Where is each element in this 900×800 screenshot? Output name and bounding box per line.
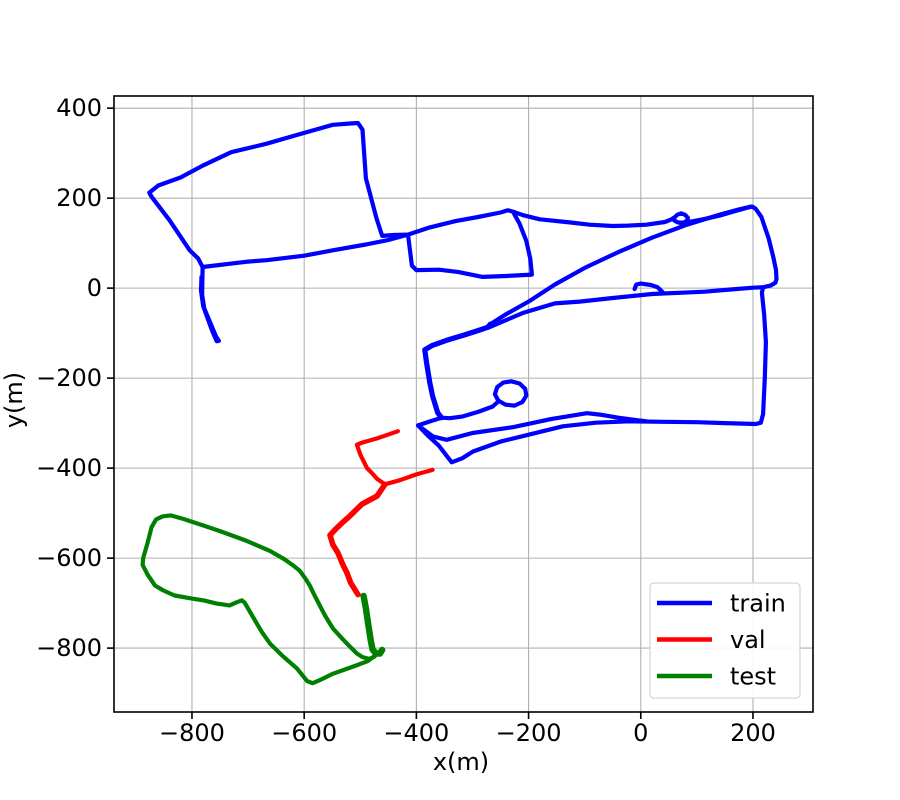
train-path-1 <box>198 265 221 344</box>
axes-layer: −800 −600 −400 −200 0 200 400 200 0 −200 −400 −600 −… <box>36 94 814 747</box>
legend-label-test: test <box>730 663 776 691</box>
x-tick-label: −600 <box>271 719 337 747</box>
y-tick-label: −800 <box>36 634 102 662</box>
legend-box <box>649 582 801 699</box>
x-tick-label: 0 <box>633 719 648 747</box>
x-tick-label: 200 <box>730 719 776 747</box>
x-tick-label: −200 <box>496 719 562 747</box>
y-tick-label: 0 <box>87 274 102 302</box>
plot-border <box>113 95 814 713</box>
val-path-0 <box>354 429 400 487</box>
test-path-0 <box>360 592 386 657</box>
legend-label-val: val <box>730 626 766 654</box>
train-path-7 <box>422 321 493 421</box>
y-tick-label: −200 <box>36 364 102 392</box>
train-path-0 <box>147 120 411 270</box>
legend-layer: train val test <box>649 582 801 699</box>
y-axis-label: y(m) <box>0 372 28 428</box>
series-layer <box>140 120 779 686</box>
train-path-12 <box>632 281 665 295</box>
train-path-3 <box>405 208 690 237</box>
y-tick-label: −600 <box>36 544 102 572</box>
test-path-1 <box>140 513 379 686</box>
y-tick-label: 200 <box>56 184 102 212</box>
x-axis-label: x(m) <box>433 748 489 776</box>
train-path-2 <box>405 209 534 279</box>
x-tick-label: −400 <box>383 719 449 747</box>
y-tick-label: −400 <box>36 454 102 482</box>
train-path-11 <box>416 411 649 442</box>
legend-label-train: train <box>730 590 786 618</box>
train-path-9 <box>439 399 500 421</box>
train-path-10 <box>416 285 768 465</box>
val-path-2 <box>382 467 435 487</box>
val-path-1 <box>327 481 388 598</box>
train-path-5 <box>488 204 753 327</box>
train-path-6 <box>486 204 779 330</box>
y-tick-label: 400 <box>56 94 102 122</box>
x-tick-label: −800 <box>159 719 225 747</box>
train-path-8 <box>492 379 529 408</box>
